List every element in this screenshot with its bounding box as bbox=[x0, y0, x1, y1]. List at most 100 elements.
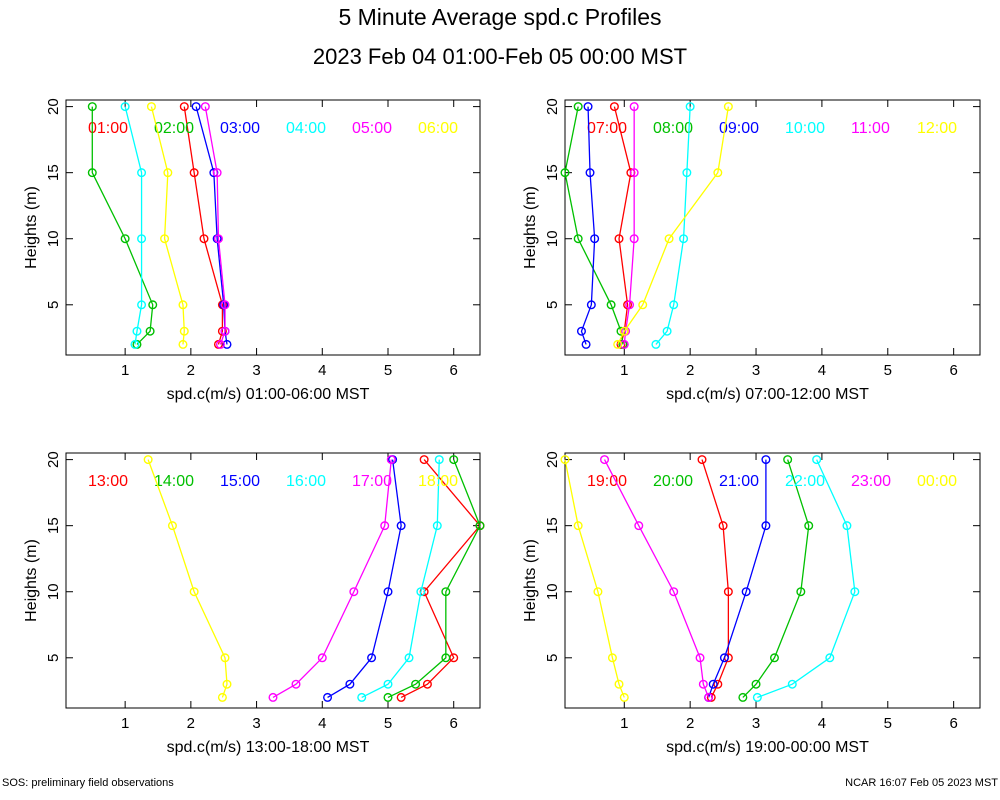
data-point bbox=[609, 102, 619, 112]
legend-entry: 17:00 bbox=[352, 473, 392, 490]
legend-entry: 16:00 bbox=[286, 473, 326, 490]
data-point bbox=[213, 234, 223, 244]
panel-3: 1 2 3 4 5 6 5 10 15 20 spd.c(m/s) 13:00-18:00 MST H… bbox=[23, 451, 485, 756]
data-point bbox=[581, 339, 591, 349]
series-line bbox=[195, 106, 228, 345]
legend-entry: 12:00 bbox=[917, 120, 957, 137]
series-line bbox=[742, 459, 810, 698]
data-point bbox=[137, 168, 147, 178]
data-point bbox=[143, 455, 153, 465]
legend-entry: 14:00 bbox=[154, 473, 194, 490]
legend-entry: 11:00 bbox=[851, 120, 890, 137]
series-line bbox=[124, 106, 143, 345]
series-line bbox=[204, 106, 226, 345]
series-line bbox=[617, 106, 730, 345]
data-point bbox=[573, 521, 583, 531]
x-tick-label: 5 bbox=[384, 362, 392, 379]
data-point bbox=[220, 326, 230, 336]
data-point bbox=[783, 455, 793, 465]
data-point bbox=[441, 653, 451, 663]
data-point bbox=[87, 168, 97, 178]
data-point bbox=[167, 521, 177, 531]
y-tick-label: 20 bbox=[45, 98, 62, 115]
data-point bbox=[323, 692, 333, 702]
legend-entry: 08:00 bbox=[653, 120, 693, 137]
plot-frame bbox=[564, 452, 981, 709]
x-tick-label: 3 bbox=[252, 715, 260, 732]
y-tick-label: 15 bbox=[544, 164, 561, 181]
data-point bbox=[619, 326, 629, 336]
y-tick-label: 10 bbox=[45, 230, 62, 247]
x-axis-label: spd.c(m/s) 13:00-18:00 MST bbox=[167, 739, 370, 756]
x-tick-label: 6 bbox=[949, 362, 957, 379]
data-point bbox=[634, 521, 644, 531]
series-1300: 13:00 bbox=[88, 455, 485, 702]
data-point bbox=[179, 326, 189, 336]
x-tick-label: 1 bbox=[620, 715, 628, 732]
data-point bbox=[723, 587, 733, 597]
data-point bbox=[396, 521, 406, 531]
data-point bbox=[769, 653, 779, 663]
series-line bbox=[623, 106, 635, 345]
data-point bbox=[191, 102, 201, 112]
data-point bbox=[432, 521, 442, 531]
data-point bbox=[345, 679, 355, 689]
series-line bbox=[387, 459, 481, 699]
data-point bbox=[560, 455, 570, 465]
legend-entry: 06:00 bbox=[418, 120, 458, 137]
series-line bbox=[707, 459, 767, 698]
data-point bbox=[199, 234, 209, 244]
data-point bbox=[475, 521, 485, 531]
series-1400: 14:00 bbox=[154, 455, 485, 702]
data-point bbox=[796, 587, 806, 597]
legend-entry: 13:00 bbox=[88, 473, 128, 490]
data-point bbox=[220, 300, 230, 310]
series-2000: 20:00 bbox=[653, 455, 814, 702]
data-point bbox=[638, 300, 648, 310]
data-point bbox=[422, 679, 432, 689]
data-point bbox=[752, 692, 762, 702]
footer-timestamp: NCAR 16:07 Feb 05 2023 MST bbox=[845, 777, 998, 789]
data-point bbox=[629, 168, 639, 178]
data-point bbox=[629, 102, 639, 112]
y-tick-label: 5 bbox=[544, 654, 561, 662]
data-point bbox=[850, 587, 860, 597]
chart-subtitle: 2023 Feb 04 01:00-Feb 05 00:00 MST bbox=[312, 44, 688, 69]
series-line bbox=[757, 459, 856, 699]
data-point bbox=[697, 455, 707, 465]
data-point bbox=[685, 102, 695, 112]
series-0600: 06:00 bbox=[146, 102, 458, 349]
x-tick-label: 3 bbox=[752, 715, 760, 732]
data-point bbox=[212, 168, 222, 178]
x-tick-label: 6 bbox=[450, 362, 458, 379]
data-point bbox=[723, 102, 733, 112]
data-point bbox=[383, 679, 393, 689]
panel-1: 1 2 3 4 5 6 5 10 15 20 spd.c(m/s) 01:00-06:00 MST H… bbox=[23, 98, 481, 403]
series-1900: 19:00 bbox=[587, 455, 733, 702]
y-tick-label: 15 bbox=[45, 164, 62, 181]
panel-2: 1 2 3 4 5 6 5 10 15 20 spd.c(m/s) 07:00-12:00 MST H… bbox=[522, 98, 981, 403]
data-point bbox=[613, 339, 623, 349]
data-point bbox=[708, 679, 718, 689]
data-point bbox=[704, 692, 714, 702]
data-point bbox=[404, 653, 414, 663]
data-point bbox=[625, 300, 635, 310]
data-point bbox=[145, 326, 155, 336]
x-tick-label: 2 bbox=[187, 715, 195, 732]
y-tick-label: 5 bbox=[544, 301, 561, 309]
x-tick-label: 4 bbox=[318, 362, 326, 379]
legend-entry: 10:00 bbox=[785, 120, 825, 137]
x-tick-label: 2 bbox=[187, 362, 195, 379]
x-tick-label: 4 bbox=[818, 715, 826, 732]
data-point bbox=[441, 587, 451, 597]
legend-entry: 07:00 bbox=[587, 120, 627, 137]
data-point bbox=[178, 300, 188, 310]
data-point bbox=[586, 300, 596, 310]
series-1100: 11:00 bbox=[619, 102, 890, 349]
data-point bbox=[619, 692, 629, 702]
x-tick-label: 3 bbox=[752, 362, 760, 379]
y-axis-label: Heights (m) bbox=[23, 539, 40, 622]
data-point bbox=[812, 455, 822, 465]
data-point bbox=[706, 692, 716, 702]
